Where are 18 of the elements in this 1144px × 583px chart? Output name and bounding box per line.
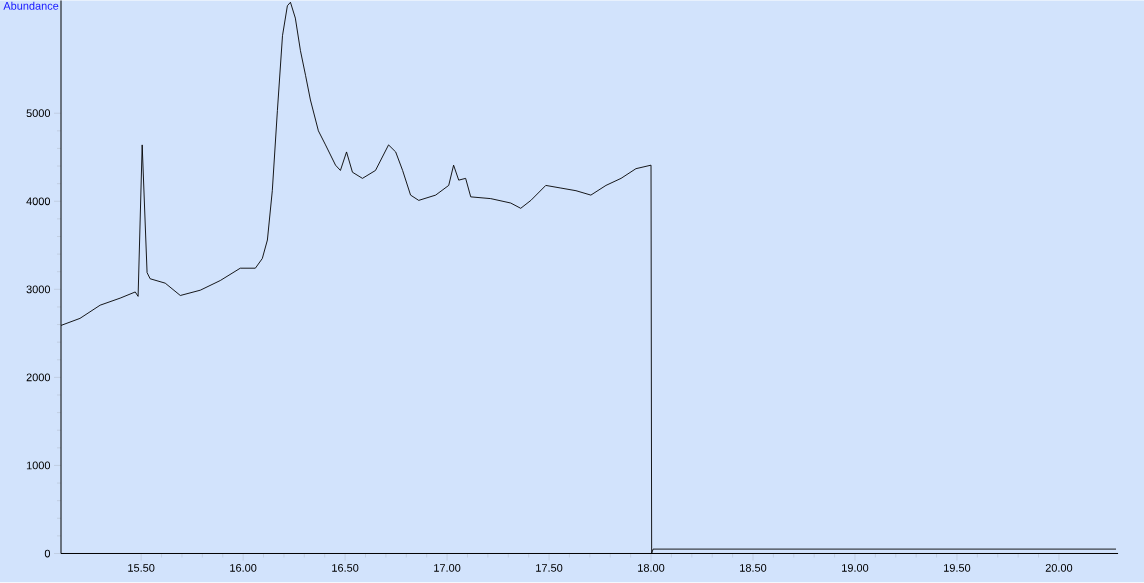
y-tick-label: 4000 — [26, 197, 51, 206]
x-tick-label: 18.00 — [638, 564, 665, 573]
y-tick-label: 1000 — [26, 461, 51, 470]
x-tick-label: 16.50 — [332, 564, 359, 573]
y-tick-label: 0 — [44, 549, 51, 558]
x-tick-label: 19.50 — [944, 564, 971, 573]
x-tick-label: 19.00 — [842, 564, 869, 573]
y-axis-title: Abundance — [3, 1, 59, 10]
x-tick-label: 17.00 — [434, 564, 461, 573]
x-tick-label: 20.00 — [1045, 564, 1073, 573]
x-tick-label: 17.50 — [536, 564, 563, 573]
y-tick-label: 3000 — [26, 285, 51, 294]
line-series — [60, 2, 1117, 555]
x-tick-label: 15.50 — [128, 564, 155, 573]
x-tick-label: 18.50 — [740, 564, 767, 573]
y-tick-label: 2000 — [26, 373, 51, 382]
y-tick-label: 5000 — [26, 109, 51, 118]
x-tick-label: 16.00 — [230, 564, 257, 573]
